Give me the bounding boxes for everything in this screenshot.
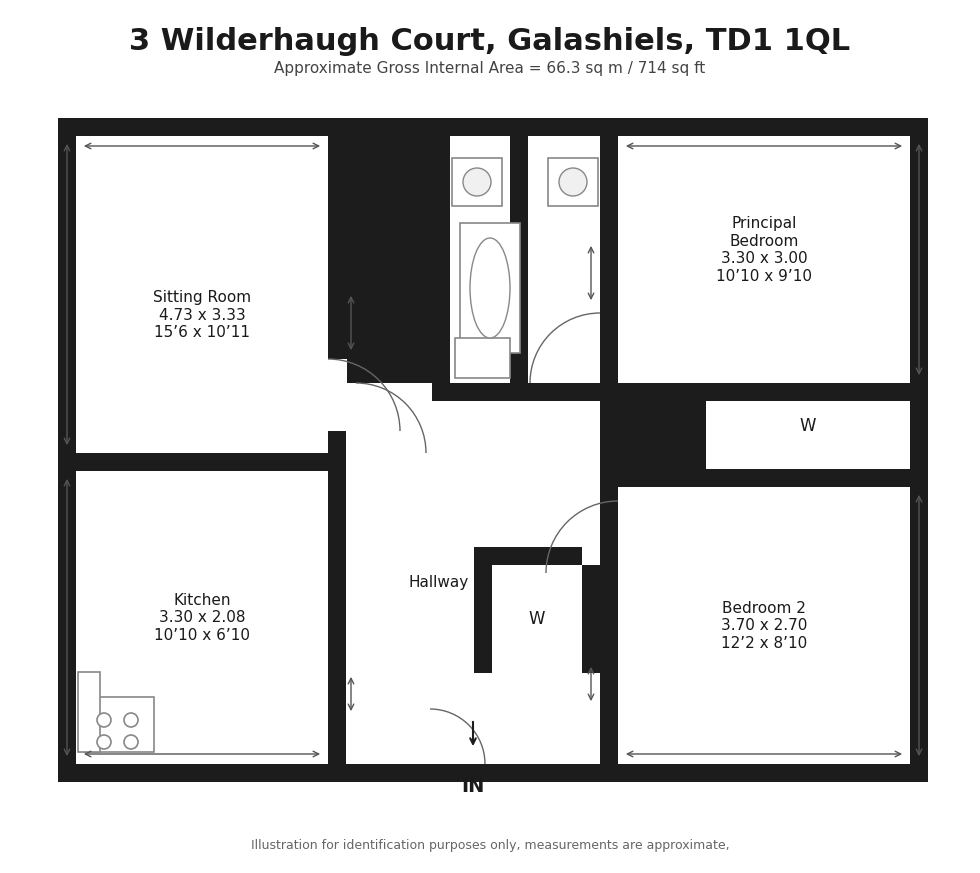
- Bar: [328, 471, 346, 764]
- Text: W: W: [529, 610, 545, 628]
- Bar: [346, 383, 600, 764]
- Bar: [600, 487, 618, 499]
- Bar: [76, 136, 328, 453]
- Bar: [600, 136, 618, 764]
- Bar: [706, 383, 910, 469]
- Text: IN: IN: [462, 776, 485, 795]
- Bar: [618, 136, 910, 383]
- Bar: [76, 471, 328, 764]
- Bar: [688, 383, 706, 469]
- Bar: [455, 338, 510, 378]
- Bar: [328, 381, 346, 401]
- Bar: [582, 565, 600, 673]
- Bar: [600, 313, 618, 401]
- Bar: [432, 383, 600, 401]
- Bar: [450, 136, 600, 383]
- Ellipse shape: [559, 168, 587, 196]
- Circle shape: [97, 735, 111, 749]
- Bar: [474, 565, 492, 673]
- Bar: [84, 697, 154, 752]
- Bar: [328, 453, 346, 764]
- Text: 3 Wilderhaugh Court, Galashiels, TD1 1QL: 3 Wilderhaugh Court, Galashiels, TD1 1QL: [129, 28, 851, 57]
- Circle shape: [97, 713, 111, 727]
- Bar: [328, 453, 346, 593]
- Text: Bedroom 2
3.70 x 2.70
12’2 x 8’10: Bedroom 2 3.70 x 2.70 12’2 x 8’10: [721, 601, 808, 651]
- Bar: [328, 401, 346, 453]
- Ellipse shape: [470, 238, 510, 338]
- Bar: [76, 453, 252, 471]
- Bar: [706, 383, 910, 401]
- Bar: [600, 573, 618, 764]
- Bar: [452, 158, 502, 206]
- Bar: [474, 547, 582, 565]
- Bar: [510, 136, 528, 383]
- Bar: [328, 359, 347, 431]
- Ellipse shape: [463, 168, 491, 196]
- Bar: [618, 469, 910, 487]
- Bar: [58, 118, 928, 782]
- Text: Sitting Room
4.73 x 3.33
15’6 x 10’11: Sitting Room 4.73 x 3.33 15’6 x 10’11: [153, 290, 251, 340]
- Text: Hallway: Hallway: [409, 575, 469, 590]
- Text: W: W: [800, 417, 816, 435]
- Bar: [460, 223, 520, 353]
- Text: Principal
Bedroom
3.30 x 3.00
10’10 x 9’10: Principal Bedroom 3.30 x 3.00 10’10 x 9’…: [716, 217, 812, 284]
- Bar: [78, 672, 100, 752]
- Bar: [492, 565, 582, 673]
- Bar: [432, 136, 450, 401]
- Circle shape: [124, 713, 138, 727]
- Bar: [618, 487, 910, 764]
- Text: Kitchen
3.30 x 2.08
10’10 x 6’10: Kitchen 3.30 x 2.08 10’10 x 6’10: [154, 593, 250, 643]
- Bar: [548, 158, 598, 206]
- Text: Approximate Gross Internal Area = 66.3 sq m / 714 sq ft: Approximate Gross Internal Area = 66.3 s…: [274, 60, 706, 75]
- Text: Illustration for identification purposes only, measurements are approximate,: Illustration for identification purposes…: [251, 838, 729, 851]
- Circle shape: [124, 735, 138, 749]
